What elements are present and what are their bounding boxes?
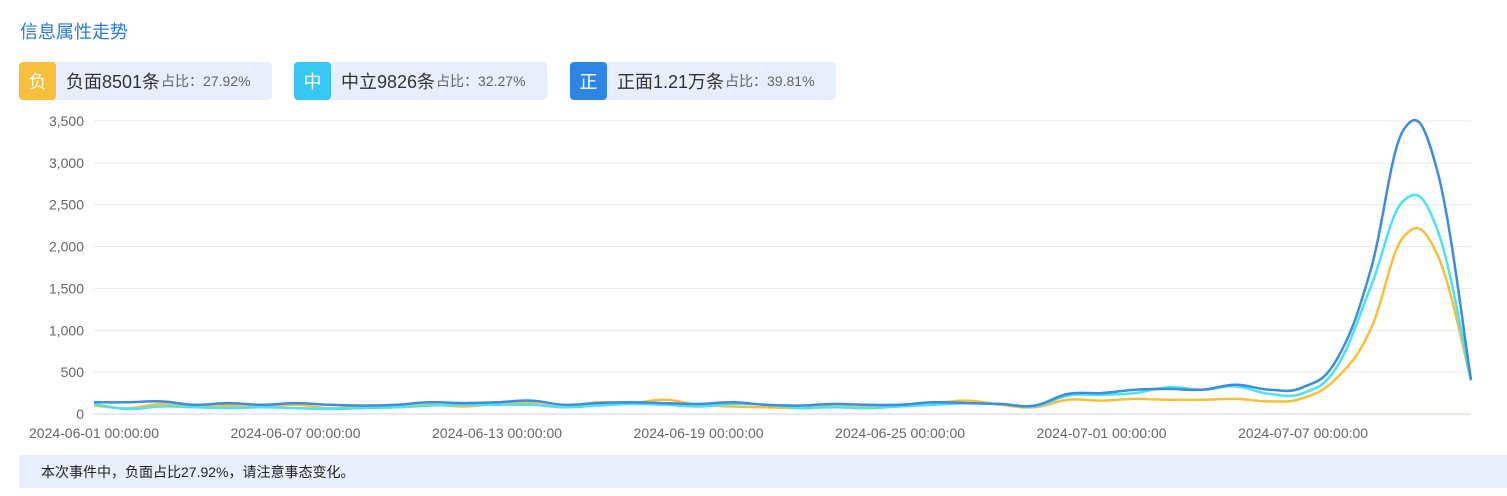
- x-tick-label: 2024-07-01 00:00:00: [1037, 425, 1167, 441]
- x-tick-label: 2024-06-19 00:00:00: [634, 425, 764, 441]
- y-tick-label: 1,000: [49, 322, 84, 338]
- negative-stat: 负 负面8501条 占比：27.92%: [19, 62, 272, 100]
- y-tick-label: 1,500: [49, 280, 84, 296]
- x-tick-label: 2024-06-25 00:00:00: [835, 425, 965, 441]
- x-tick-label: 2024-06-07 00:00:00: [231, 425, 361, 441]
- line-chart: 0 500 1,000 1,500 2,000 2,500 3,000 3,500 2024-0…: [29, 113, 1473, 441]
- chart-title: 信息属性走势: [20, 22, 128, 42]
- y-tick-label: 2,500: [49, 197, 84, 213]
- neutral-ratio: 占比：32.27%: [436, 73, 526, 89]
- positive-badge: 正: [570, 62, 607, 100]
- footer-text: 本次事件中，负面占比27.92%，请注意事态变化。: [41, 463, 355, 480]
- positive-ratio: 占比：39.81%: [725, 73, 815, 89]
- negative-badge: 负: [19, 62, 56, 100]
- x-tick-label: 2024-06-01 00:00:00: [29, 425, 159, 441]
- neutral-count: 中立9826条: [341, 72, 436, 92]
- x-tick-label: 2024-06-13 00:00:00: [432, 425, 562, 441]
- negative-series-line: [93, 226, 1473, 410]
- y-tick-label: 3,500: [49, 113, 84, 129]
- negative-count: 负面8501条: [66, 72, 161, 92]
- y-tick-label: 2,000: [49, 239, 84, 255]
- neutral-stat: 中 中立9826条 占比：32.27%: [294, 62, 547, 100]
- positive-stat: 正 正面1.21万条 占比：39.81%: [570, 62, 836, 100]
- y-tick-label: 0: [76, 406, 84, 422]
- negative-ratio: 占比：27.92%: [161, 73, 251, 89]
- x-tick-label: 2024-07-07 00:00:00: [1238, 425, 1368, 441]
- neutral-series-line: [93, 193, 1473, 411]
- positive-series-line: [93, 118, 1473, 408]
- y-tick-label: 500: [61, 364, 85, 380]
- y-tick-label: 3,000: [49, 155, 84, 171]
- neutral-badge: 中: [294, 62, 331, 100]
- footer-note: 本次事件中，负面占比27.92%，请注意事态变化。: [19, 455, 1507, 488]
- positive-count: 正面1.21万条: [617, 72, 725, 92]
